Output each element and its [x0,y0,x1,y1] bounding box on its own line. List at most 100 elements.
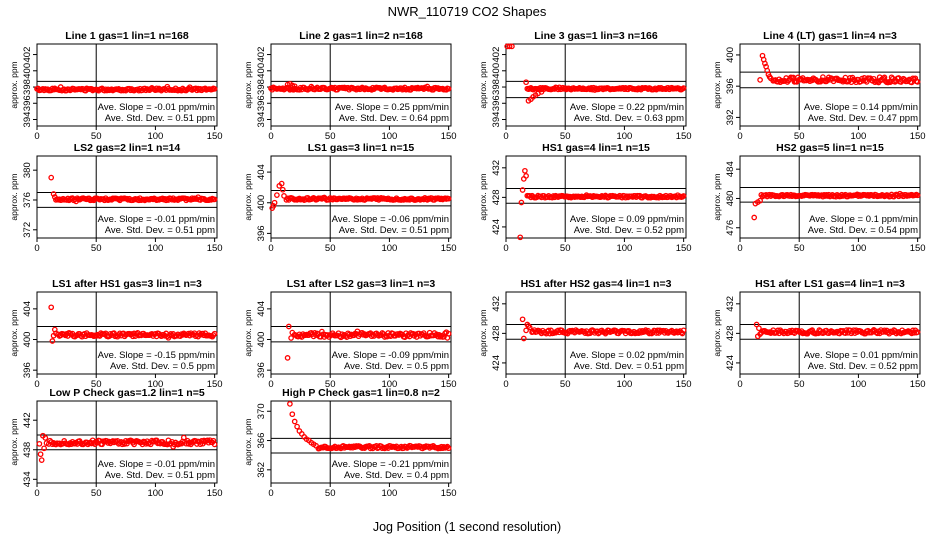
y-tick-label: 394 [491,112,502,128]
data-point [518,199,525,206]
y-tick-label: 392 [725,109,736,125]
data-point [291,418,298,425]
x-tick-label: 0 [34,131,39,142]
ave-slope-label: Ave. Slope = -0.06 ppm/min [332,214,449,225]
ave-slope-label: Ave. Slope = -0.01 ppm/min [98,214,215,225]
data-point [679,330,686,337]
data-point [197,441,204,448]
data-point [36,440,43,447]
panel-8: HS2 gas=5 lin=1 n=15 0 50 100 150 476 480 484ap… [712,142,926,254]
x-tick-label: 150 [441,488,457,499]
panel-11: HS1 after HS2 gas=4 lin=1 n=3 0 50 100 150 42… [478,278,692,390]
panel-title: Line 4 (LT) gas=1 lin=4 n=3 [763,30,897,42]
data-point [522,167,528,174]
y-tick-label: 480 [725,191,736,207]
panel-title: Line 1 gas=1 lin=1 n=168 [65,30,189,42]
x-tick-label: 0 [503,243,508,254]
x-tick-label: 50 [794,131,805,142]
ave-std-label: Ave. Std. Dev. = 0.51 ppm [105,470,215,481]
data-point [523,79,529,86]
y-tick-label: 434 [22,471,33,487]
x-tick-label: 0 [268,131,273,142]
data-point [842,330,849,336]
y-tick-label: 432 [491,296,502,312]
panel-10: LS1 after LS2 gas=3 lin=1 n=3 0 50 100 150 39… [243,278,457,390]
data-point [131,330,137,337]
panel-6: LS1 gas=3 lin=1 n=15 0 50 100 150 396 400 404ap… [243,142,457,254]
panel-title: HS1 after LS1 gas=4 lin=1 n=3 [755,278,905,290]
data-point [914,329,921,335]
x-tick-label: 100 [381,243,397,254]
data-point [843,327,850,333]
x-tick-label: 50 [91,488,102,499]
data-point [517,234,524,241]
y-axis-label: approx. ppm [712,173,722,220]
data-point [38,457,45,463]
y-tick-label: 484 [725,161,736,177]
y-tick-label: 398 [256,79,267,95]
panel-title: Low P Check gas=1.2 lin=1 n=5 [49,387,204,399]
y-tick-label: 396 [491,95,502,111]
x-tick-label: 0 [737,243,742,254]
panel-4: Line 4 (LT) gas=1 lin=4 n=3 0 50 100 150 392 3… [712,30,926,142]
data-point [41,445,47,452]
data-point [287,401,293,407]
data-point [49,338,56,344]
x-tick-label: 150 [676,131,692,142]
data-point [42,435,49,441]
y-tick-label: 442 [22,412,33,428]
data-point [445,195,452,202]
data-point [680,85,687,91]
data-point [50,191,57,197]
ave-std-label: Ave. Std. Dev. = 0.4 ppm [344,470,449,481]
x-tick-label: 150 [676,379,692,390]
data-point [37,451,44,458]
x-tick-label: 0 [503,379,508,390]
x-tick-label: 100 [850,243,866,254]
data-point [381,334,388,340]
data-point [437,333,444,340]
data-point [211,86,218,92]
data-point [519,187,526,193]
ave-slope-label: Ave. Slope = -0.01 ppm/min [98,102,215,113]
x-tick-label: 100 [616,131,632,142]
panel-title: LS1 after LS2 gas=3 lin=1 n=3 [287,278,436,290]
data-point [274,192,280,198]
panel-1: Line 1 gas=1 lin=1 n=168 0 50 100 150 3943963… [9,30,223,142]
data-point [211,196,218,203]
x-tick-label: 100 [381,488,397,499]
y-tick-label: 396 [256,95,267,111]
ave-std-label: Ave. Std. Dev. = 0.51 ppm [339,225,449,236]
y-tick-label: 396 [22,95,33,111]
y-tick-label: 432 [491,160,502,176]
y-tick-label: 372 [22,222,33,238]
data-point [279,186,286,193]
ave-slope-label: Ave. Slope = 0.14 ppm/min [804,102,918,113]
y-tick-label: 398 [22,79,33,95]
y-tick-label: 376 [22,192,33,208]
ave-slope-label: Ave. Slope = 0.22 ppm/min [570,102,684,113]
ave-std-label: Ave. Std. Dev. = 0.52 ppm [808,361,918,372]
data-point [757,77,763,83]
plot-frame [739,155,921,239]
x-tick-label: 100 [147,379,163,390]
data-point [211,441,218,448]
y-axis-label: approx. ppm [243,61,253,108]
ave-std-label: Ave. Std. Dev. = 0.5 ppm [344,361,449,372]
data-point [288,335,294,341]
ave-std-label: Ave. Std. Dev. = 0.51 ppm [105,225,215,236]
panel-12: HS1 after LS1 gas=4 lin=1 n=3 0 50 100 150 42… [712,278,926,390]
plot-frame [270,43,452,127]
plot-frame [36,43,218,127]
data-point [597,194,604,200]
x-tick-label: 150 [441,243,457,254]
x-tick-label: 0 [737,131,742,142]
y-tick-label: 402 [491,47,502,63]
ave-slope-label: Ave. Slope = 0.25 ppm/min [335,102,449,113]
data-point [523,327,529,334]
y-axis-label: approx. ppm [712,309,722,356]
y-tick-label: 438 [22,442,33,458]
y-tick-label: 398 [491,79,502,95]
ave-std-label: Ave. Std. Dev. = 0.52 ppm [574,225,684,236]
y-tick-label: 396 [256,362,267,378]
